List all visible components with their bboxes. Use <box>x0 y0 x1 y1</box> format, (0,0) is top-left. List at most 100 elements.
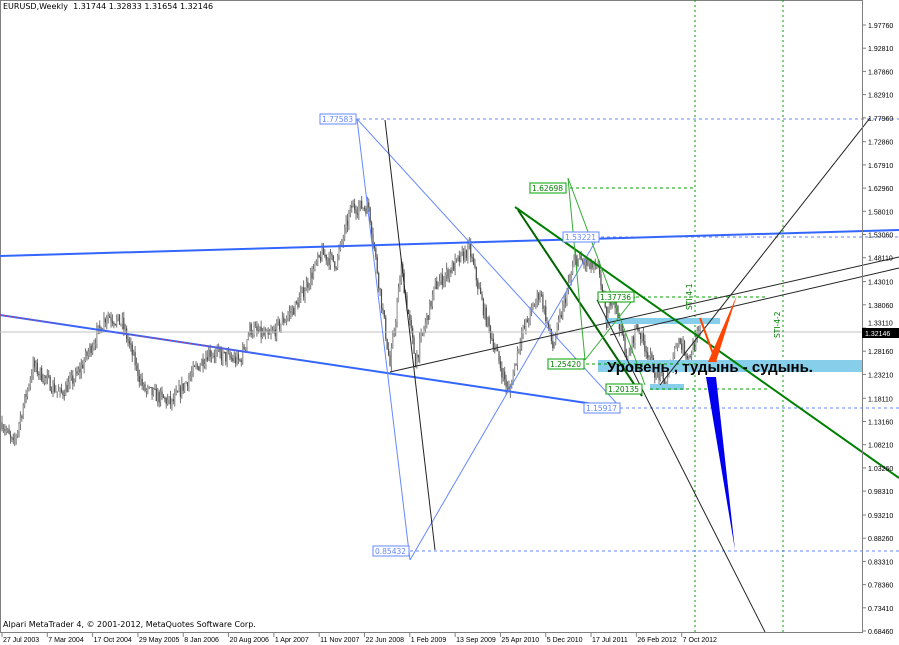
candle-body <box>62 391 64 395</box>
candle-body <box>601 285 603 292</box>
candle-body <box>361 200 363 209</box>
candle-body <box>433 286 435 295</box>
candle-body <box>56 391 58 393</box>
candle-body <box>676 343 679 348</box>
candle-body <box>203 363 206 367</box>
black-line-2[interactable] <box>596 299 766 633</box>
black-line-1[interactable] <box>384 119 436 551</box>
candle-body <box>457 256 459 259</box>
candle-body <box>33 360 36 368</box>
candle-body <box>233 356 235 361</box>
candle-body <box>553 343 555 349</box>
highlight-zone-lower[interactable] <box>650 384 684 390</box>
candle-body <box>332 255 334 262</box>
candle-body <box>168 396 170 400</box>
candle-body <box>26 388 29 397</box>
candle-body <box>434 281 436 287</box>
green-thin-line-3[interactable] <box>584 296 636 361</box>
trendline-blue-upper[interactable] <box>0 229 899 257</box>
candle-body <box>141 378 143 386</box>
candle-body <box>438 280 441 287</box>
candle-body <box>627 355 629 359</box>
y-tick-label: 1.87860 <box>868 69 893 76</box>
green-thin-line-1[interactable] <box>567 177 586 361</box>
candle-body <box>242 346 244 363</box>
x-tick-label: 22 Jun 2008 <box>365 637 404 644</box>
candle-body <box>344 227 346 239</box>
candle-body <box>155 388 157 402</box>
candle-body <box>421 332 424 334</box>
candle-body <box>99 325 101 328</box>
candle-body <box>288 311 291 315</box>
candle-body <box>419 338 421 358</box>
candle-body <box>543 306 545 309</box>
candle-body <box>152 388 155 396</box>
black-line-3[interactable] <box>659 117 871 386</box>
candle-body <box>7 429 9 431</box>
orange-projection-wedge[interactable] <box>708 295 737 362</box>
label-blue-low: 1.15917 <box>586 404 617 413</box>
candle-body <box>477 280 479 289</box>
y-tick-label: 1.77960 <box>868 116 893 123</box>
candle-body <box>169 396 172 405</box>
candle-body <box>185 382 187 384</box>
candle-body <box>138 376 140 382</box>
blue-wave-line-3[interactable] <box>409 236 599 561</box>
candle-body <box>487 317 489 326</box>
candle-body <box>444 275 446 281</box>
candle-body <box>31 375 33 380</box>
candle-body <box>382 308 384 311</box>
candle-body <box>658 372 660 381</box>
candle-body <box>625 355 628 359</box>
candle-body <box>9 433 12 438</box>
candle-body <box>329 253 332 265</box>
label-green-mid: 1.37736 <box>600 293 631 302</box>
black-channel-line-2[interactable] <box>609 267 899 336</box>
blue-wave-line-1[interactable] <box>356 118 411 561</box>
blue-projection-wedge[interactable] <box>706 377 735 550</box>
highlight-zone-upper[interactable] <box>605 318 720 324</box>
candle-body <box>274 329 276 337</box>
candle-body <box>159 391 162 403</box>
highlight-zone-main[interactable] <box>598 360 862 372</box>
black-channel-line-1[interactable] <box>389 256 899 373</box>
candle-body <box>641 331 643 339</box>
candle-body <box>15 436 17 439</box>
current-price-badge <box>862 328 899 338</box>
candle-body <box>249 323 251 335</box>
candle-body <box>48 375 50 377</box>
candle-body <box>300 291 302 298</box>
candle-body <box>109 316 111 318</box>
candle-body <box>135 364 138 366</box>
candle-body <box>210 356 213 358</box>
green-thin-line-2[interactable] <box>567 177 646 386</box>
candle-body <box>12 438 14 440</box>
candle-body <box>563 298 565 305</box>
candle-body <box>304 291 306 298</box>
candle-body <box>443 280 445 286</box>
candle-body <box>179 386 182 397</box>
candle-body <box>269 333 271 335</box>
candle-body <box>174 394 176 402</box>
candle-body <box>29 379 31 387</box>
candle-body <box>96 328 98 344</box>
candle-body <box>412 328 414 338</box>
candle-body <box>87 351 89 356</box>
candle-body <box>259 326 261 332</box>
candle-body <box>485 307 487 326</box>
candle-body <box>423 329 425 333</box>
candle-body <box>685 354 687 357</box>
candle-body <box>590 259 592 269</box>
trendline-green-main[interactable] <box>514 206 899 479</box>
candle-body <box>396 302 398 322</box>
candle-body <box>157 392 159 402</box>
candle-body <box>175 391 177 395</box>
candle-body <box>649 353 652 358</box>
x-tick-label: 8 Jan 2006 <box>184 637 219 644</box>
candle-body <box>271 330 274 332</box>
annotation-text[interactable]: Уровень , тудынь - судынь. <box>607 359 813 376</box>
candle-body <box>356 213 359 215</box>
candle-body <box>297 302 299 308</box>
y-tick-label: 1.67910 <box>868 163 893 170</box>
